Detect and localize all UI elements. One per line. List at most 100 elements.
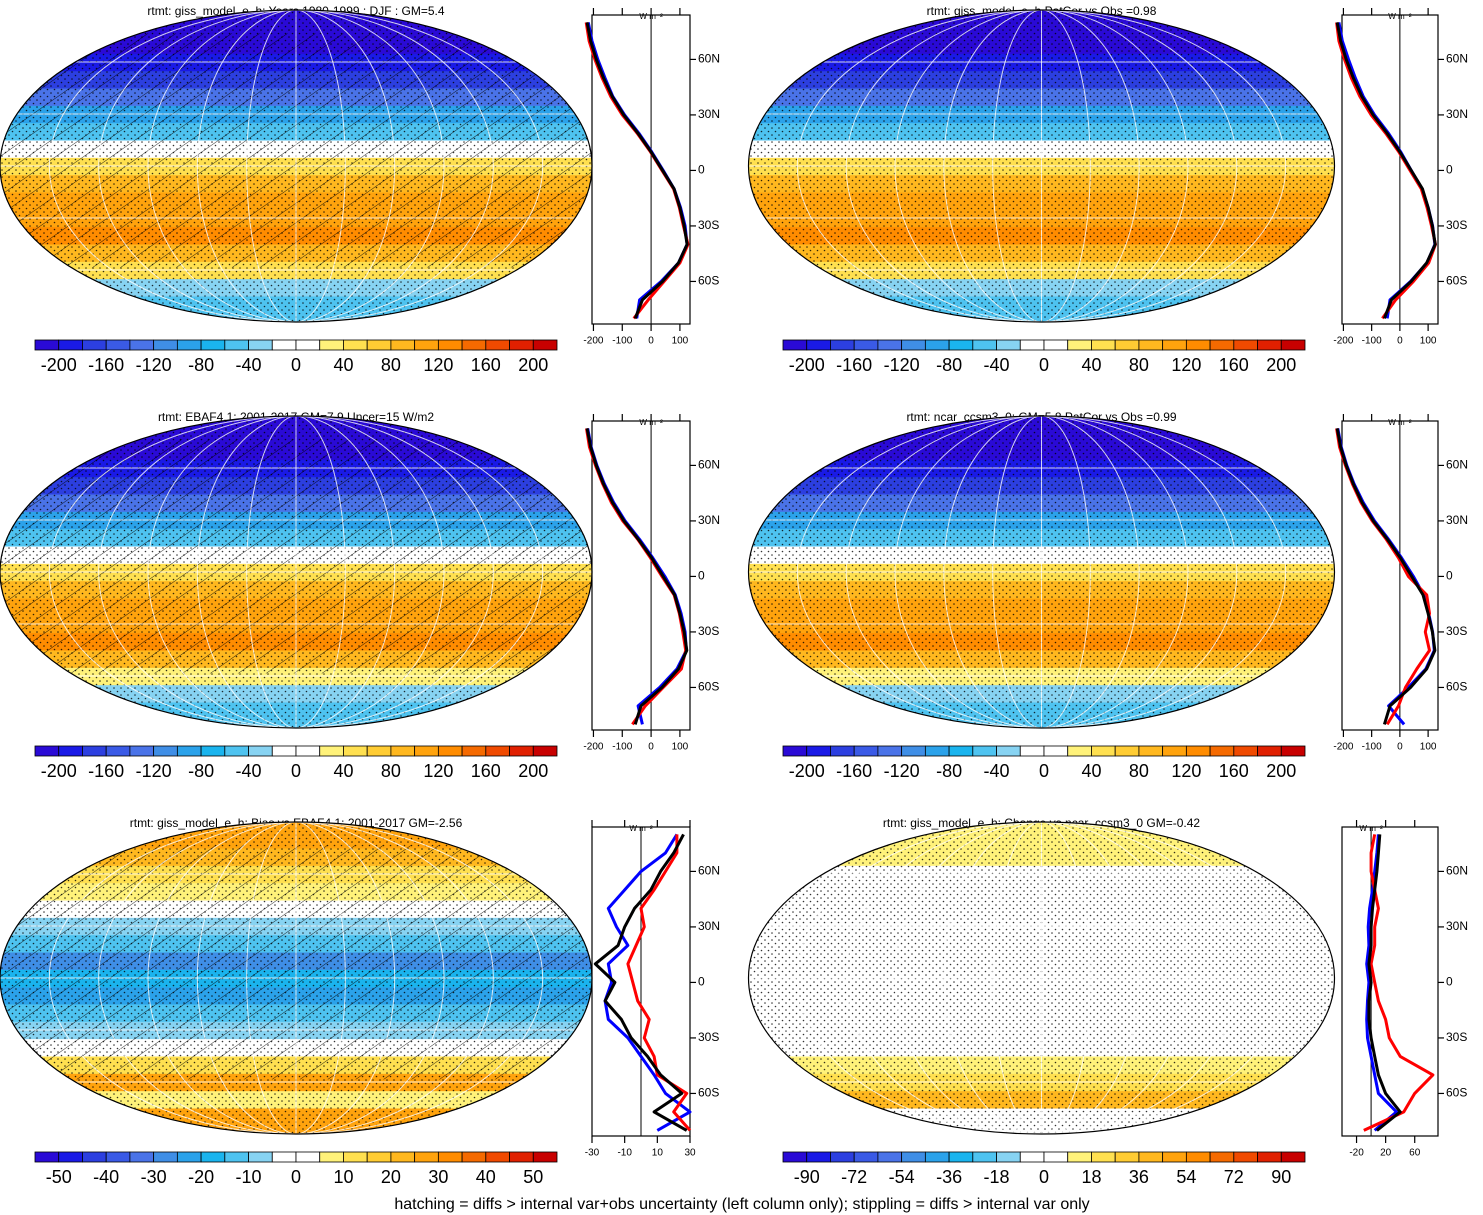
map (748, 10, 1335, 322)
colorbar-label: -120 (884, 761, 920, 781)
colorbar-box (1185, 1151, 1211, 1163)
unit-label: W m⁻² (629, 824, 653, 833)
y-tick-label: 30N (1446, 919, 1468, 933)
x-tick-label: 0 (1397, 742, 1403, 753)
colorbar-box (1019, 745, 1045, 757)
colorbar-box (877, 339, 903, 351)
colorbar-box (485, 745, 510, 757)
colorbar-box (877, 745, 903, 757)
x-tick-label: 30 (684, 1148, 696, 1159)
colorbar-label: -40 (93, 1167, 119, 1187)
profile-frame (591, 14, 691, 325)
colorbar-box (853, 339, 879, 351)
colorbar-box (901, 745, 926, 757)
colorbar-box (319, 745, 344, 757)
x-tick-label: -100 (612, 742, 632, 753)
colorbar-label: 90 (1271, 1167, 1291, 1187)
colorbar-box (485, 339, 510, 351)
colorbar-label: -80 (936, 355, 962, 375)
colorbar-box (343, 745, 368, 757)
colorbar-box (295, 339, 321, 351)
colorbar-label: 18 (1081, 1167, 1101, 1187)
y-tick-label: 60N (698, 864, 720, 878)
meridian (48, 822, 544, 1134)
colorbar-label: -160 (836, 355, 872, 375)
colorbar-box (414, 1151, 439, 1163)
colorbar-label: 40 (333, 761, 353, 781)
colorbar-box (972, 745, 997, 757)
colorbar-label: 0 (1039, 761, 1049, 781)
colorbar-label: -18 (984, 1167, 1010, 1187)
colorbar-box (105, 1151, 131, 1163)
colorbar-box (58, 1151, 83, 1163)
colorbar-box (1138, 1151, 1164, 1163)
map (0, 10, 592, 322)
colorbar-box (461, 1151, 487, 1163)
colorbar-box (295, 745, 321, 757)
map (0, 822, 592, 1134)
colorbar-box (343, 1151, 368, 1163)
colorbar-label: -54 (889, 1167, 915, 1187)
colorbar-box (1019, 1151, 1045, 1163)
colorbar-label: -40 (984, 355, 1010, 375)
meridian (845, 10, 1238, 322)
profile-line (585, 428, 689, 725)
meridian (796, 10, 1287, 322)
colorbar-box (782, 745, 808, 757)
colorbar-label: 200 (518, 355, 548, 375)
colorbar-box (153, 745, 178, 757)
meridian (992, 416, 1091, 728)
colorbar-label: 50 (523, 1167, 543, 1187)
colorbar-box (1162, 339, 1187, 351)
colorbar-box (901, 339, 926, 351)
x-tick-label: 60 (1409, 1148, 1421, 1159)
colorbar-box (82, 1151, 107, 1163)
colorbar-box (461, 339, 487, 351)
y-tick-label: 30S (698, 1030, 719, 1044)
colorbar-box (509, 745, 534, 757)
map-outline (747, 821, 1336, 1135)
unit-label: W m⁻² (639, 12, 663, 21)
x-tick-label: -200 (583, 742, 603, 753)
colorbar-box (129, 339, 155, 351)
colorbar-box (1257, 339, 1282, 351)
meridian (992, 822, 1091, 1134)
meridian (98, 822, 494, 1134)
colorbar-box (1162, 1151, 1187, 1163)
meridian (845, 416, 1238, 728)
colorbar-box (129, 1151, 155, 1163)
panel: rtmt: giss_model_e_h: Bias vs EBAF4.1: 2… (0, 816, 720, 1187)
profile-frame (1341, 420, 1439, 731)
colorbar-box (271, 1151, 297, 1163)
y-tick-label: 0 (698, 163, 705, 177)
y-tick-label: 0 (698, 569, 705, 583)
colorbar-box (34, 745, 60, 757)
meridian (48, 10, 544, 322)
colorbar-label: 0 (291, 761, 301, 781)
colorbar-box (1067, 1151, 1092, 1163)
colorbar-box (343, 339, 368, 351)
meridian (98, 10, 494, 322)
colorbar-box (532, 1151, 558, 1163)
y-tick-label: 60N (1446, 52, 1468, 66)
colorbar-label: 40 (1081, 355, 1101, 375)
colorbar-box (948, 339, 974, 351)
colorbar-label: -30 (141, 1167, 167, 1187)
colorbar-box (782, 339, 808, 351)
y-tick-label: 30N (698, 513, 720, 527)
colorbar-label: 30 (428, 1167, 448, 1187)
profile-line (603, 833, 692, 1132)
colorbar-box (1043, 745, 1069, 757)
colorbar-label: 160 (471, 761, 501, 781)
colorbar-box (1067, 745, 1092, 757)
colorbar-label: -40 (236, 761, 262, 781)
map (748, 416, 1335, 728)
colorbar-box (1209, 1151, 1235, 1163)
colorbar-label: -10 (236, 1167, 262, 1187)
y-tick-label: 30S (1446, 624, 1467, 638)
meridian (943, 822, 1140, 1134)
y-tick-label: 60N (698, 458, 720, 472)
colorbar-label: 72 (1224, 1167, 1244, 1187)
map-outline (747, 415, 1336, 729)
